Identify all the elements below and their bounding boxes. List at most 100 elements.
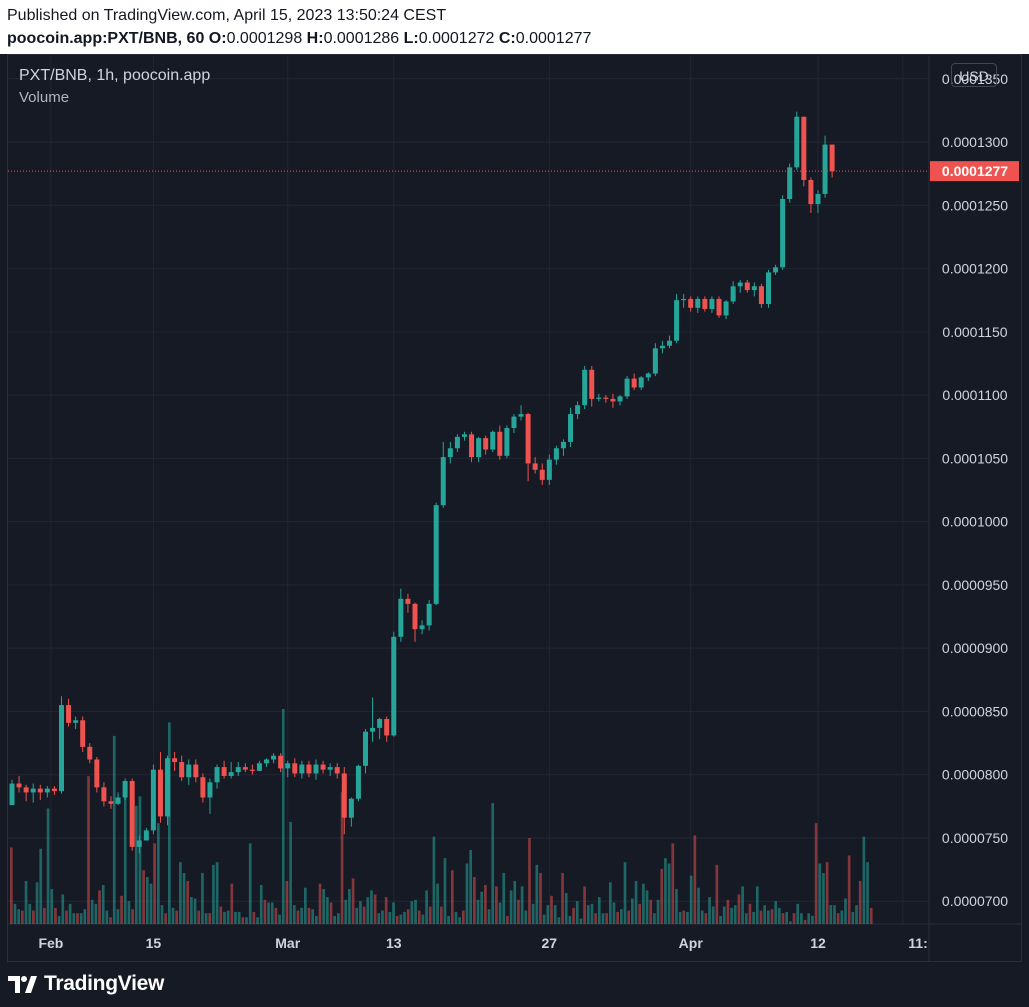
volume-bar: [285, 881, 289, 924]
volume-bar: [370, 890, 373, 924]
candle-body: [299, 764, 305, 774]
candle-body: [454, 436, 460, 449]
volume-bar: [608, 882, 612, 924]
volume-bar: [811, 915, 814, 924]
volume-bar: [351, 878, 355, 924]
volume-bar: [649, 899, 653, 924]
volume-bar: [149, 883, 153, 924]
candle-body: [16, 783, 22, 788]
candle-body: [221, 767, 227, 776]
candle-body: [440, 457, 446, 506]
candle-body: [518, 414, 524, 417]
volume-bar: [458, 917, 461, 924]
volume-bar: [21, 910, 24, 924]
candle-body: [101, 787, 107, 802]
volume-bar: [800, 913, 803, 924]
candle-body: [447, 448, 453, 458]
volume-bar: [179, 862, 182, 924]
volume-bar: [836, 913, 840, 924]
candle-body: [327, 767, 333, 770]
volume-bar: [392, 902, 395, 924]
volume-bar: [671, 843, 675, 924]
candle-body: [801, 116, 807, 180]
volume-bar: [65, 910, 68, 924]
volume-bar: [399, 914, 403, 924]
candle-body: [702, 298, 708, 310]
volume-bar: [619, 909, 623, 924]
volume-bar: [116, 909, 120, 924]
candle-body: [129, 781, 135, 847]
volume-bar: [296, 910, 300, 924]
h-value: 0.0001286: [323, 30, 400, 47]
volume-bar: [557, 917, 561, 924]
volume-bar: [348, 889, 351, 924]
volume-bar: [840, 910, 844, 924]
volume-bar: [226, 910, 230, 924]
candle-body: [122, 781, 128, 798]
candle-body: [716, 298, 722, 316]
volume-bar: [289, 821, 292, 924]
volume-bar: [278, 914, 281, 924]
volume-bar: [774, 901, 778, 924]
volume-bar: [109, 917, 112, 924]
ohlc-line: poocoin.app:PXT/BNB, 60 O:0.0001298 H:0.…: [7, 30, 591, 48]
candle-body: [23, 787, 29, 793]
candle-body: [200, 777, 206, 798]
volume-bar: [337, 913, 340, 924]
volume-bar: [274, 907, 278, 924]
candle-body: [179, 762, 185, 778]
y-tick-label: 0.0001100: [942, 387, 1007, 403]
volume-bar: [855, 905, 858, 924]
volume-bar: [98, 890, 101, 924]
candle-body: [214, 767, 220, 783]
volume-bar: [300, 907, 303, 924]
volume-bar: [789, 921, 792, 924]
footer: [0, 962, 1029, 1007]
volume-bar: [719, 915, 722, 924]
candle-body: [44, 788, 50, 793]
volume-bar: [752, 911, 755, 924]
volume-bar: [138, 796, 142, 924]
volume-bar: [473, 876, 476, 924]
candle-body: [334, 767, 340, 774]
volume-bar: [406, 909, 410, 924]
volume-bar: [528, 838, 531, 924]
candle-body: [787, 167, 793, 199]
volume-bar: [564, 893, 568, 924]
candle-body: [419, 625, 425, 630]
candle-body: [624, 378, 630, 397]
h-label: H:: [306, 30, 324, 47]
candle-body: [87, 746, 93, 760]
y-tick-label: 0.0001050: [942, 450, 1008, 466]
volume-bar: [90, 899, 94, 924]
volume-bar: [737, 894, 741, 924]
candle-body: [115, 797, 121, 804]
volume-bar: [814, 823, 818, 924]
currency-button[interactable]: USD: [951, 63, 997, 87]
volume-bar: [28, 903, 32, 924]
volume-bar: [759, 910, 763, 924]
volume-bar: [13, 903, 17, 924]
y-tick-label: 0.0001250: [942, 197, 1008, 213]
volume-bar: [542, 914, 546, 924]
volume-bar: [292, 905, 296, 924]
volume-bar: [127, 901, 131, 924]
volume-bar: [484, 885, 487, 924]
volume-bar: [145, 876, 149, 924]
volume-bar: [329, 902, 333, 924]
candle-body: [384, 719, 390, 736]
volume-bar: [281, 709, 285, 924]
candle-body: [108, 801, 114, 804]
volume-bar: [256, 917, 259, 924]
volume-bar: [656, 899, 660, 924]
volume-bar: [531, 903, 535, 924]
volume-bar: [796, 903, 800, 924]
volume-bar: [546, 905, 550, 924]
tradingview-brand[interactable]: TradingView: [8, 972, 164, 996]
volume-bar: [340, 792, 344, 924]
volume-bar: [252, 911, 256, 924]
candle-body: [228, 772, 234, 776]
o-label: O:: [208, 30, 227, 47]
candle-body: [461, 434, 467, 437]
